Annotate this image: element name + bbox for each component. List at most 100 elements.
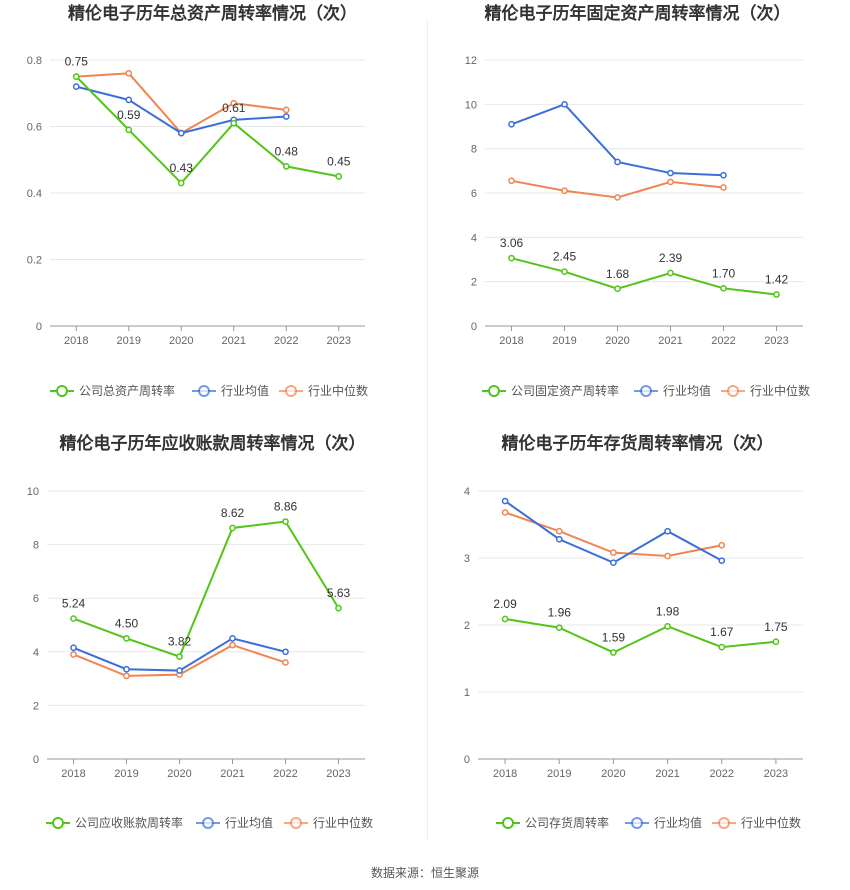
y-tick-label: 0.2	[27, 255, 42, 267]
company-point	[177, 179, 185, 187]
data-label: 0.61	[222, 101, 246, 115]
y-tick-label: 8	[33, 540, 39, 552]
company-point	[720, 284, 727, 292]
industry-median-point	[70, 651, 77, 658]
legend-label: 行业均值	[225, 815, 273, 830]
company-point	[664, 622, 671, 630]
y-tick-label: 1	[464, 687, 470, 699]
legend-item-industry-avg: 行业均值	[192, 383, 269, 398]
industry-median-point	[614, 194, 621, 201]
industry-avg-point	[70, 644, 77, 652]
x-tick-label: 2021	[220, 768, 244, 780]
data-label: 5.24	[62, 597, 86, 611]
y-tick-label: 2	[471, 277, 477, 289]
industry-median-point	[282, 659, 289, 666]
x-tick-label: 2019	[552, 335, 576, 347]
x-tick-label: 2018	[61, 768, 85, 780]
legend-item-industry-median: 行业中位数	[712, 815, 801, 830]
chart-svg: 精伦电子历年应收账款周转率情况（次） 0 2 4 6 8 10 2018 2019 2020 202…	[27, 433, 373, 830]
legend-item-industry-median: 行业中位数	[721, 383, 810, 398]
legend-label: 公司应收账款周转率	[75, 815, 183, 830]
industry-avg-point	[561, 100, 568, 108]
company-point	[718, 643, 726, 651]
industry-avg-point	[508, 120, 515, 128]
y-tick-label: 2	[464, 620, 470, 632]
chart-total-asset-turnover: 精伦电子历年总资产周转率情况（次） 0 0.2 0.4 0.6 0.8 2018 2019 20…	[0, 0, 425, 410]
legend-marker	[56, 385, 68, 397]
chart-title: 精伦电子历年存货周转率情况（次）	[502, 433, 774, 454]
industry-median-point	[667, 178, 674, 186]
legend-label: 公司固定资产周转率	[511, 383, 619, 398]
industry-avg-point	[610, 559, 617, 567]
company-point	[555, 624, 563, 632]
legend-marker	[640, 385, 652, 397]
chart-receivables-turnover: 精伦电子历年应收账款周转率情况（次） 0 2 4 6 8 10 2018 2019 2020 202…	[0, 430, 425, 850]
legend-marker	[285, 385, 297, 397]
industry-avg-point	[123, 665, 130, 673]
industry-median-point	[720, 184, 727, 191]
y-tick-label: 4	[471, 232, 477, 244]
x-tick-label: 2019	[117, 335, 141, 347]
x-tick-label: 2021	[655, 768, 679, 780]
y-tick-label: 0	[471, 321, 477, 333]
company-point	[282, 518, 289, 525]
industry-median-point	[718, 541, 726, 549]
y-tick-label: 10	[465, 99, 477, 111]
legend-label: 公司总资产周转率	[79, 383, 175, 398]
x-tick-label: 2019	[114, 768, 138, 780]
x-tick-label: 2021	[658, 335, 682, 347]
data-label: 2.39	[659, 251, 683, 265]
y-tick-label: 0.8	[27, 55, 42, 67]
chart-svg: 精伦电子历年总资产周转率情况（次） 0 0.2 0.4 0.6 0.8 2018 2019 20…	[27, 3, 368, 398]
x-tick-label: 2023	[326, 768, 350, 780]
data-label: 0.43	[170, 161, 194, 175]
y-tick-label: 0.6	[27, 122, 42, 134]
data-label: 5.63	[327, 586, 351, 600]
y-tick-label: 2	[33, 700, 39, 712]
x-tick-label: 2018	[493, 768, 517, 780]
legend-label: 行业均值	[663, 383, 711, 398]
company-point	[125, 126, 133, 134]
x-tick-label: 2022	[711, 335, 735, 347]
data-label: 3.82	[168, 635, 192, 649]
data-label: 4.50	[115, 616, 139, 630]
legend-label: 行业中位数	[741, 815, 801, 830]
x-tick-label: 2019	[547, 768, 571, 780]
industry-median-point	[123, 672, 130, 680]
legend-marker	[198, 385, 210, 397]
data-label: 1.70	[712, 266, 736, 280]
x-tick-label: 2023	[764, 768, 788, 780]
data-label: 0.75	[65, 55, 89, 69]
legend-item-industry-avg: 行业均值	[634, 383, 711, 398]
data-label: 0.59	[117, 108, 141, 122]
industry-median-point	[501, 509, 509, 516]
company-point	[561, 268, 568, 276]
company-point	[282, 163, 290, 170]
x-tick-label: 2018	[499, 335, 523, 347]
x-tick-label: 2022	[273, 768, 297, 780]
company-point	[508, 254, 515, 262]
data-label: 1.59	[602, 630, 626, 644]
company-point	[176, 653, 183, 660]
x-tick-label: 2023	[327, 335, 351, 347]
legend-marker	[502, 817, 514, 829]
legend-marker	[631, 817, 643, 829]
legend-item-company: 公司应收账款周转率	[46, 815, 183, 830]
company-point	[773, 291, 780, 298]
legend-marker	[52, 817, 64, 829]
legend-label: 行业中位数	[313, 815, 373, 830]
legend-label: 行业均值	[654, 815, 702, 830]
legend-marker	[718, 817, 730, 829]
company-point	[610, 649, 617, 656]
legend-item-company: 公司总资产周转率	[50, 383, 175, 398]
industry-median-point	[229, 641, 236, 649]
x-tick-label: 2021	[222, 335, 246, 347]
company-point	[772, 638, 780, 646]
legend-marker	[290, 817, 302, 829]
legend-item-industry-median: 行业中位数	[284, 815, 373, 830]
company-point	[70, 615, 77, 622]
industry-avg-point	[125, 96, 133, 104]
y-tick-label: 6	[471, 188, 477, 200]
company-point	[614, 285, 621, 293]
industry-avg-point	[282, 113, 290, 120]
